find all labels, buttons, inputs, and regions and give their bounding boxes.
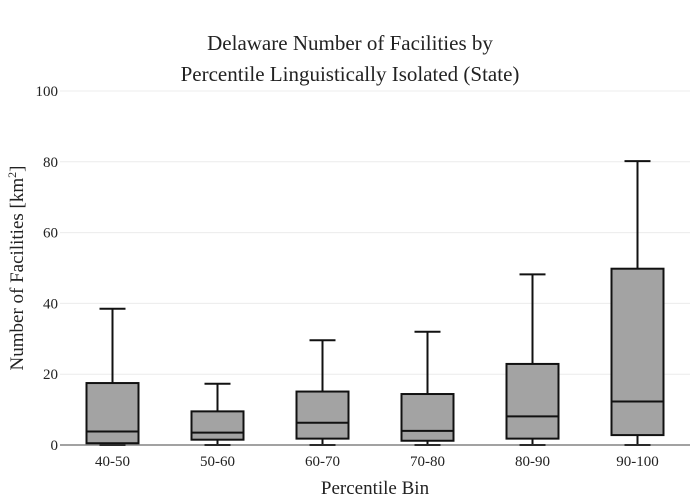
y-tick-label: 100: [36, 84, 59, 100]
iqr-box: [190, 410, 245, 441]
iqr-box: [610, 267, 665, 437]
iqr-box: [295, 390, 350, 440]
iqr-box: [400, 393, 455, 442]
chart-title-line-2: Percentile Linguistically Isolated (Stat…: [181, 62, 520, 86]
box-60-70: [295, 339, 350, 446]
y-axis-label-main: Number of Facilities: [7, 213, 28, 370]
grid: [60, 90, 690, 375]
y-axis-ticks: 0 20 40 60 80 100: [36, 84, 59, 454]
chart-title-line-1: Delaware Number of Facilities by: [207, 31, 493, 55]
y-tick-label: 0: [51, 438, 59, 454]
y-tick-label: 60: [43, 226, 58, 242]
y-axis-label-unit: km: [7, 178, 28, 203]
boxes: [85, 160, 665, 446]
y-axis-label: Number of Facilities [km2]: [5, 166, 28, 371]
y-tick-label: 40: [43, 296, 58, 312]
x-tick-label: 50-60: [200, 454, 235, 470]
x-axis-ticks: 40-50 50-60 60-70 70-80 80-90 90-100: [95, 454, 659, 470]
x-axis-label: Percentile Bin: [321, 478, 430, 499]
box-40-50: [85, 307, 140, 446]
y-tick-label: 20: [43, 367, 58, 383]
x-tick-label: 40-50: [95, 454, 130, 470]
x-tick-label: 60-70: [305, 454, 340, 470]
box-80-90: [505, 273, 560, 446]
box-50-60: [190, 382, 245, 446]
y-axis-label-group: Number of Facilities [km2]: [5, 166, 28, 371]
iqr-box: [85, 382, 140, 445]
x-tick-label: 90-100: [616, 454, 659, 470]
box-90-100: [610, 160, 665, 446]
iqr-box: [505, 362, 560, 440]
y-tick-label: 80: [43, 155, 58, 171]
y-axis-label-sup: 2: [5, 172, 19, 178]
box-70-80: [400, 330, 455, 446]
x-tick-label: 70-80: [410, 454, 445, 470]
x-tick-label: 80-90: [515, 454, 550, 470]
